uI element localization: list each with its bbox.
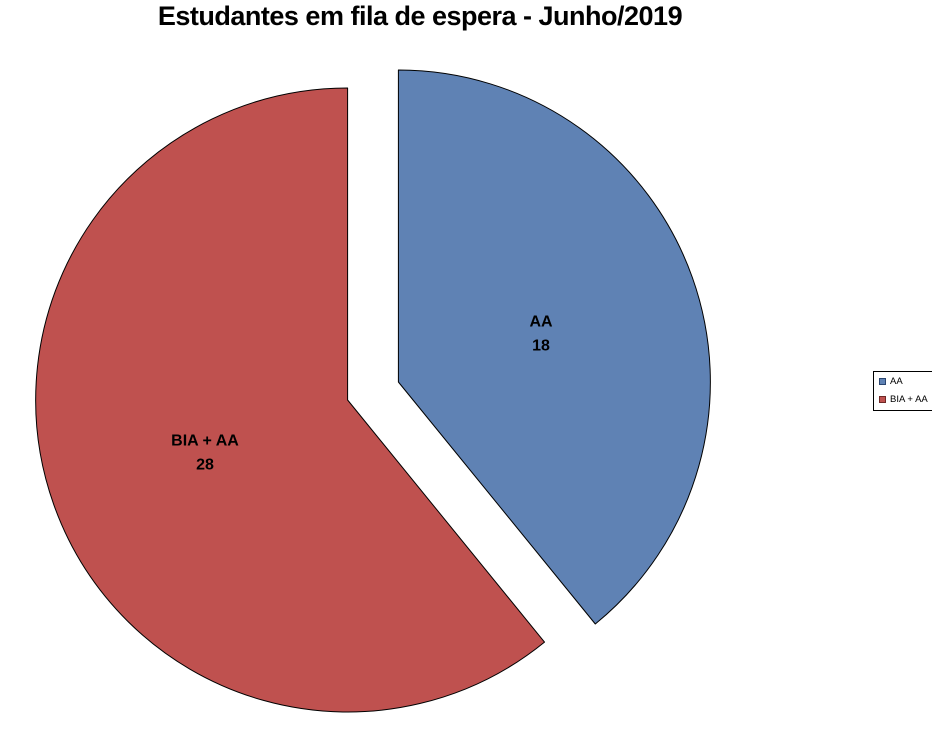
slice-label-value-aa: 18 [532, 337, 550, 354]
legend-item-aa[interactable]: AA [879, 376, 929, 387]
slice-label-name-bia-aa: BIA + AA [171, 433, 239, 450]
slice-label-value-bia-aa: 28 [196, 457, 214, 474]
chart-title: Estudantes em fila de espera - Junho/201… [157, 1, 683, 31]
slice-label-name-aa: AA [529, 313, 553, 330]
legend-marker-icon-bia-aa [879, 396, 886, 403]
legend-marker-icon-aa [879, 378, 886, 385]
legend-label-bia-aa: BIA + AA [890, 394, 928, 405]
legend-item-bia-aa[interactable]: BIA + AA [879, 394, 929, 405]
pie-slice-aa[interactable] [397, 69, 711, 625]
legend: AA BIA + AA [873, 371, 932, 411]
legend-label-aa: AA [890, 376, 903, 387]
pie-slice-bia-aa[interactable] [35, 87, 545, 713]
